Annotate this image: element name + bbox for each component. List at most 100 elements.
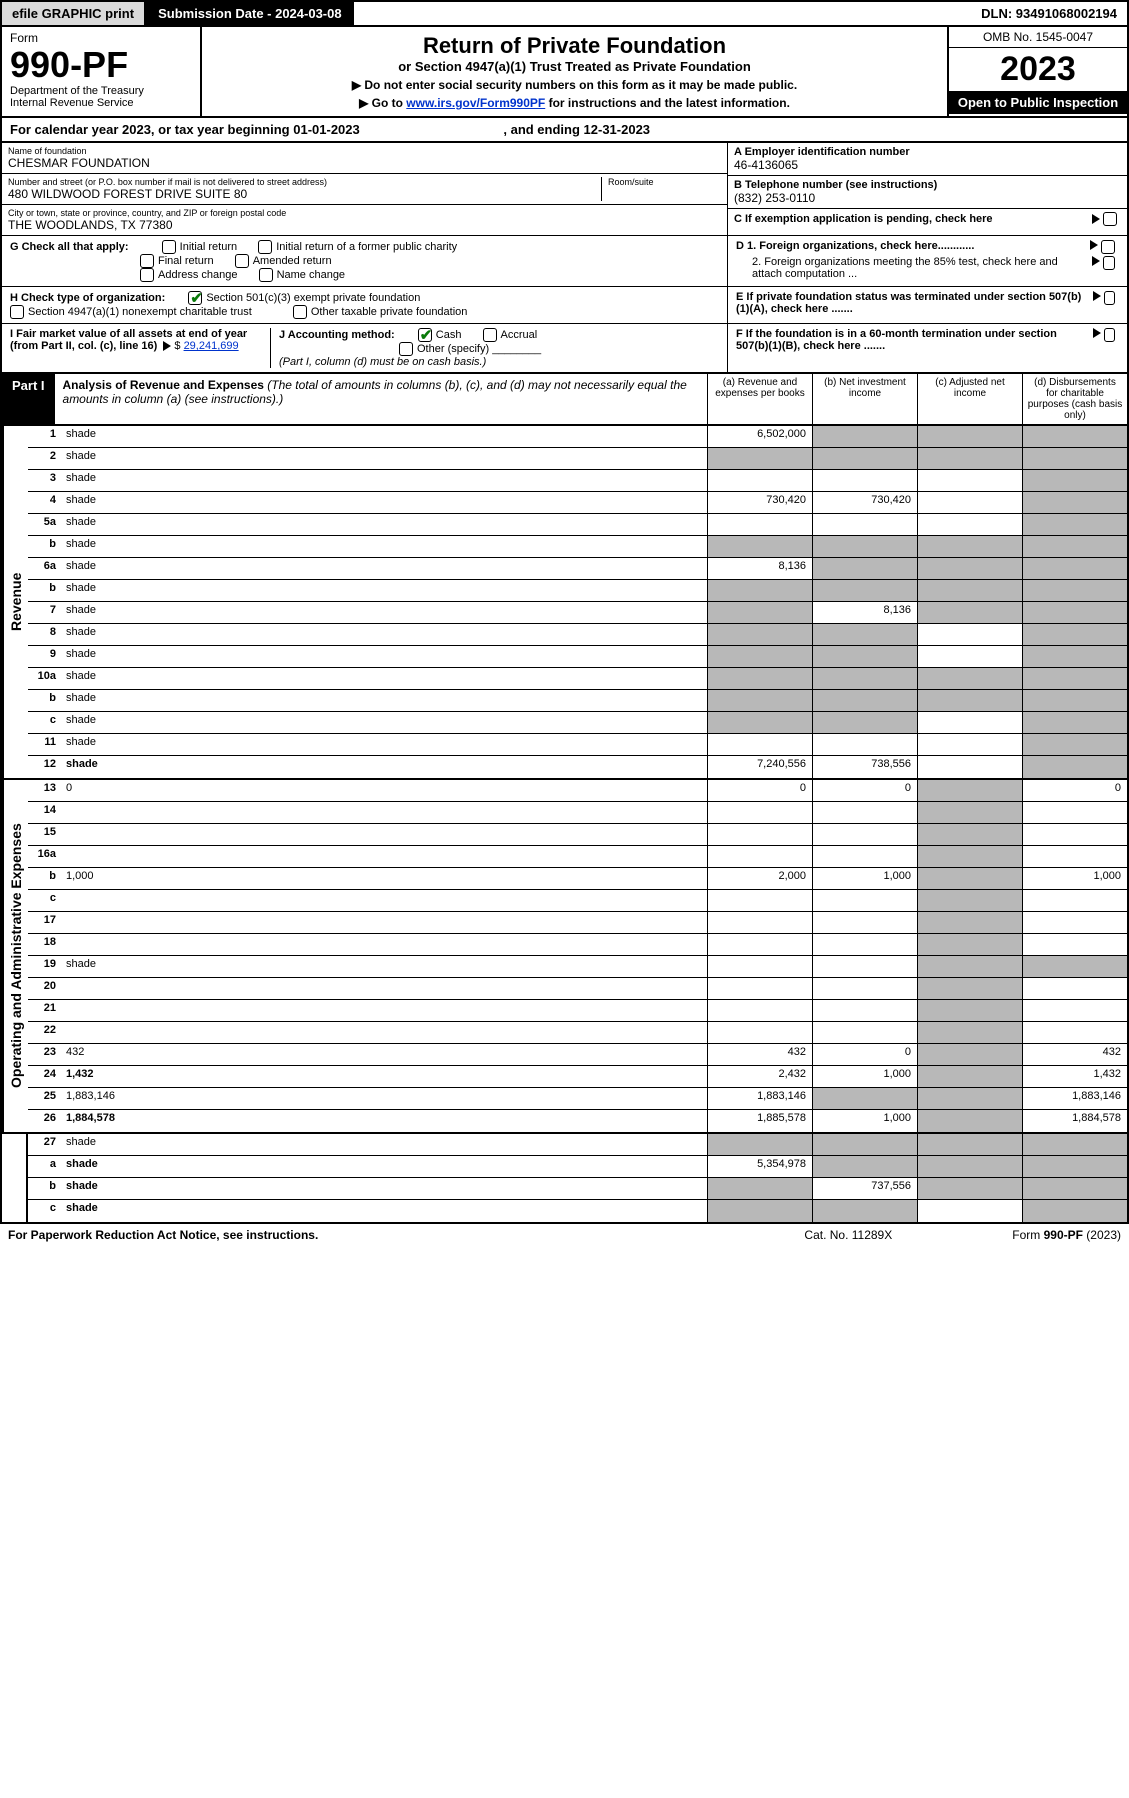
line-number: b [28,580,62,601]
submission-date: Submission Date - 2024-03-08 [146,2,354,25]
value-cell: 738,556 [812,756,917,778]
value-cell [917,712,1022,733]
arrow-icon [1092,256,1100,266]
chk-other-taxable[interactable] [293,305,307,319]
chk-d1[interactable] [1101,240,1115,254]
revenue-grid: Revenue 1shade6,502,0002shade3shade4shad… [0,426,1129,780]
value-cell [707,668,812,689]
value-cell [1022,824,1127,845]
line-number: 1 [28,426,62,447]
value-cell [812,956,917,977]
value-cell [812,1088,917,1109]
value-cell [707,602,812,623]
chk-f[interactable] [1104,328,1115,342]
line-number: c [28,712,62,733]
value-cell [917,1110,1022,1132]
value-cell: 730,420 [707,492,812,513]
irs-link[interactable]: www.irs.gov/Form990PF [406,96,545,110]
value-cell: 1,885,578 [707,1110,812,1132]
value-cell [917,1000,1022,1021]
value-cell [812,426,917,447]
line-number: 15 [28,824,62,845]
table-row: 8shade [28,624,1127,646]
value-cell: 5,354,978 [707,1156,812,1177]
city-state-zip: THE WOODLANDS, TX 77380 [8,218,721,232]
value-cell [1022,470,1127,491]
j-note: (Part I, column (d) must be on cash basi… [279,356,486,368]
line-desc [62,802,707,823]
value-cell [917,912,1022,933]
name-label: Name of foundation [8,146,721,156]
table-row: cshade [28,1200,1127,1222]
value-cell [1022,756,1127,778]
table-row: 16a [28,846,1127,868]
chk-final[interactable] [140,254,154,268]
form-number: 990-PF [10,47,192,83]
value-cell [812,1200,917,1222]
value-cell [812,580,917,601]
line-number: b [28,868,62,889]
value-cell [1022,846,1127,867]
value-cell [917,1134,1022,1155]
chk-e[interactable] [1104,291,1115,305]
phone-value: (832) 253-0110 [734,191,1121,205]
value-cell [917,690,1022,711]
value-cell: 6,502,000 [707,426,812,447]
line-desc [62,1022,707,1043]
chk-d2[interactable] [1103,256,1115,270]
line-number: 5a [28,514,62,535]
line-number: 3 [28,470,62,491]
part1-title: Analysis of Revenue and Expenses [63,378,264,392]
table-row: 130000 [28,780,1127,802]
chk-accrual[interactable] [483,328,497,342]
part1-badge: Part I [2,374,55,424]
f-label: F If the foundation is in a 60-month ter… [736,328,1090,368]
ein-label: A Employer identification number [734,146,1121,158]
col-c-header: (c) Adjusted net income [917,374,1022,424]
fmv-link[interactable]: 29,241,699 [184,340,239,352]
chk-4947[interactable] [10,305,24,319]
chk-name-change[interactable] [259,268,273,282]
value-cell [707,580,812,601]
form-label: Form [10,31,192,45]
table-row: 234324320432 [28,1044,1127,1066]
line-desc: shade [62,1134,707,1155]
table-row: 18 [28,934,1127,956]
chk-501c3[interactable] [188,291,202,305]
chk-amended[interactable] [235,254,249,268]
exemption-checkbox[interactable] [1103,212,1117,226]
efile-print-button[interactable]: efile GRAPHIC print [2,2,146,25]
value-cell [1022,602,1127,623]
section-ij-f: I Fair market value of all assets at end… [0,324,1129,374]
line-number: 12 [28,756,62,778]
value-cell [1022,690,1127,711]
line-desc: shade [62,492,707,513]
chk-initial-former[interactable] [258,240,272,254]
line-number: 11 [28,734,62,755]
value-cell [812,1134,917,1155]
irs-label: Internal Revenue Service [10,97,192,109]
line-desc: shade [62,956,707,977]
section-g-d: G Check all that apply: Initial return I… [0,236,1129,287]
line-desc: shade [62,712,707,733]
arrow-icon [1093,291,1101,301]
value-cell: 0 [812,1044,917,1065]
value-cell [917,734,1022,755]
value-cell [707,1178,812,1199]
value-cell [812,824,917,845]
line-desc: 1,432 [62,1066,707,1087]
line-number: 20 [28,978,62,999]
value-cell [707,624,812,645]
chk-initial[interactable] [162,240,176,254]
value-cell [917,470,1022,491]
chk-address[interactable] [140,268,154,282]
chk-other-method[interactable] [399,342,413,356]
table-row: ashade5,354,978 [28,1156,1127,1178]
value-cell [1022,1000,1127,1021]
j-label: J Accounting method: [279,329,395,341]
chk-cash[interactable] [418,328,432,342]
value-cell: 1,884,578 [1022,1110,1127,1132]
value-cell [1022,624,1127,645]
line-number: 24 [28,1066,62,1087]
line-desc [62,934,707,955]
